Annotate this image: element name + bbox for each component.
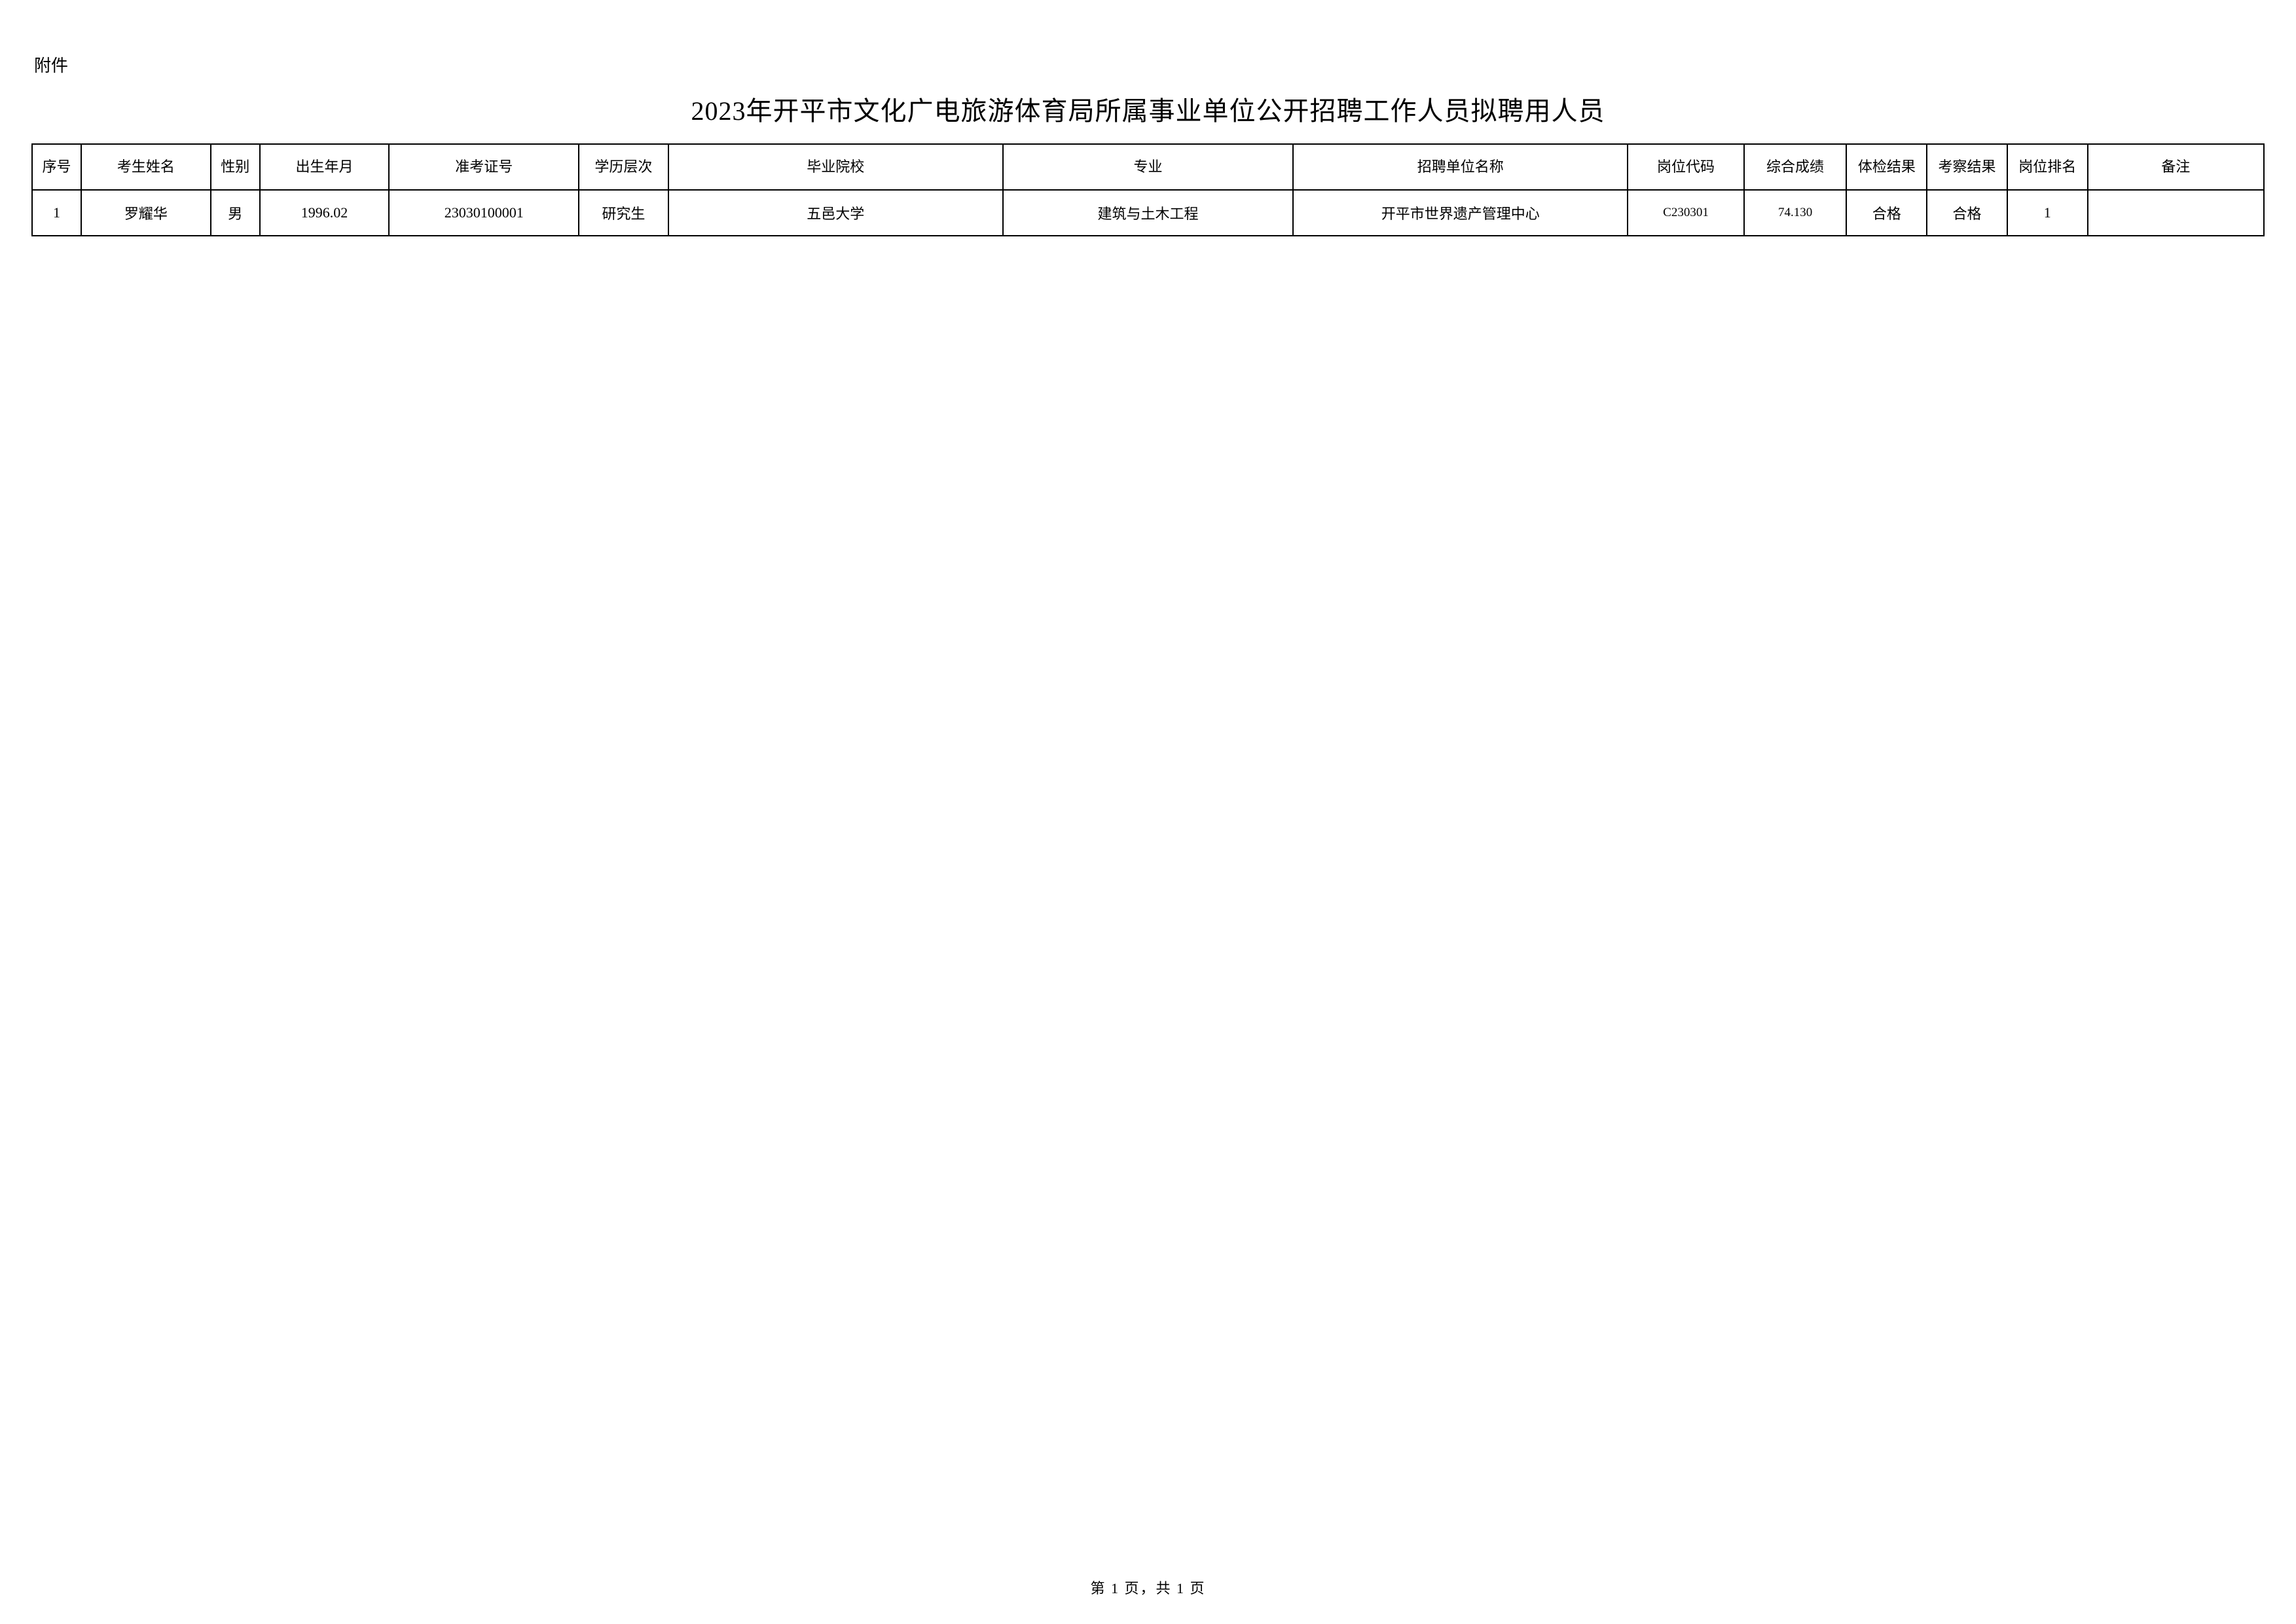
col-header-poscode: 岗位代码 xyxy=(1628,144,1743,190)
cell-rank: 1 xyxy=(2007,190,2088,236)
cell-major: 建筑与土木工程 xyxy=(1003,190,1293,236)
cell-poscode: C230301 xyxy=(1628,190,1743,236)
col-header-rank: 岗位排名 xyxy=(2007,144,2088,190)
cell-school: 五邑大学 xyxy=(668,190,1003,236)
cell-inspect: 合格 xyxy=(1927,190,2007,236)
col-header-seq: 序号 xyxy=(32,144,81,190)
col-header-physical: 体检结果 xyxy=(1846,144,1927,190)
col-header-remark: 备注 xyxy=(2088,144,2264,190)
col-header-edu: 学历层次 xyxy=(579,144,668,190)
col-header-unit: 招聘单位名称 xyxy=(1293,144,1628,190)
cell-physical: 合格 xyxy=(1846,190,1927,236)
table-header-row: 序号 考生姓名 性别 出生年月 准考证号 学历层次 毕业院校 专业 招聘单位名称… xyxy=(32,144,2264,190)
col-header-gender: 性别 xyxy=(211,144,260,190)
col-header-inspect: 考察结果 xyxy=(1927,144,2007,190)
col-header-school: 毕业院校 xyxy=(668,144,1003,190)
cell-edu: 研究生 xyxy=(579,190,668,236)
cell-remark xyxy=(2088,190,2264,236)
table-row: 1 罗耀华 男 1996.02 23030100001 研究生 五邑大学 建筑与… xyxy=(32,190,2264,236)
cell-exam: 23030100001 xyxy=(389,190,579,236)
page-footer: 第 1 页，共 1 页 xyxy=(0,1577,2296,1598)
personnel-table: 序号 考生姓名 性别 出生年月 准考证号 学历层次 毕业院校 专业 招聘单位名称… xyxy=(31,143,2265,236)
cell-seq: 1 xyxy=(32,190,81,236)
col-header-birth: 出生年月 xyxy=(260,144,390,190)
col-header-name: 考生姓名 xyxy=(81,144,211,190)
cell-score: 74.130 xyxy=(1744,190,1847,236)
cell-unit: 开平市世界遗产管理中心 xyxy=(1293,190,1628,236)
attachment-label: 附件 xyxy=(34,52,2265,77)
col-header-exam: 准考证号 xyxy=(389,144,579,190)
cell-birth: 1996.02 xyxy=(260,190,390,236)
cell-gender: 男 xyxy=(211,190,260,236)
page-title: 2023年开平市文化广电旅游体育局所属事业单位公开招聘工作人员拟聘用人员 xyxy=(31,90,2265,128)
col-header-score: 综合成绩 xyxy=(1744,144,1847,190)
col-header-major: 专业 xyxy=(1003,144,1293,190)
cell-name: 罗耀华 xyxy=(81,190,211,236)
